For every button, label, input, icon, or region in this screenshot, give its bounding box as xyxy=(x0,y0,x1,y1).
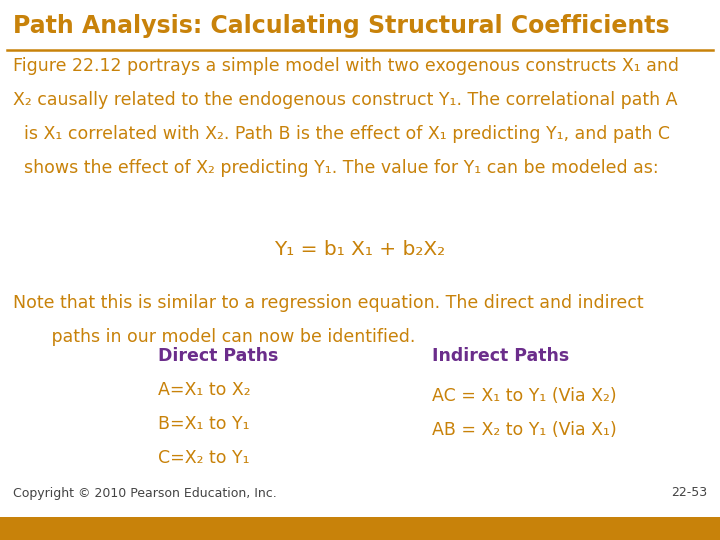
Text: Indirect Paths: Indirect Paths xyxy=(432,347,570,364)
Text: paths in our model can now be identified.: paths in our model can now be identified… xyxy=(13,328,415,346)
Text: Figure 22.12 portrays a simple model with two exogenous constructs X₁ and: Figure 22.12 portrays a simple model wit… xyxy=(13,57,679,75)
Text: 22-53: 22-53 xyxy=(671,487,707,500)
Text: AC = X₁ to Y₁ (Via X₂): AC = X₁ to Y₁ (Via X₂) xyxy=(432,387,616,405)
Text: AB = X₂ to Y₁ (Via X₁): AB = X₂ to Y₁ (Via X₁) xyxy=(432,421,617,439)
Text: Direct Paths: Direct Paths xyxy=(158,347,279,364)
Text: A=X₁ to X₂: A=X₁ to X₂ xyxy=(158,381,251,399)
Text: is X₁ correlated with X₂. Path B is the effect of X₁ predicting Y₁, and path C: is X₁ correlated with X₂. Path B is the … xyxy=(13,125,670,143)
Text: Note that this is similar to a regression equation. The direct and indirect: Note that this is similar to a regressio… xyxy=(13,294,644,312)
Text: Path Analysis: Calculating Structural Coefficients: Path Analysis: Calculating Structural Co… xyxy=(13,14,670,37)
Text: B=X₁ to Y₁: B=X₁ to Y₁ xyxy=(158,415,250,433)
Text: shows the effect of X₂ predicting Y₁. The value for Y₁ can be modeled as:: shows the effect of X₂ predicting Y₁. Th… xyxy=(13,159,659,177)
Text: Copyright © 2010 Pearson Education, Inc.: Copyright © 2010 Pearson Education, Inc. xyxy=(13,487,276,500)
Text: C=X₂ to Y₁: C=X₂ to Y₁ xyxy=(158,449,250,467)
Text: Y₁ = b₁ X₁ + b₂X₂: Y₁ = b₁ X₁ + b₂X₂ xyxy=(274,240,446,259)
Text: X₂ causally related to the endogenous construct Y₁. The correlational path A: X₂ causally related to the endogenous co… xyxy=(13,91,678,109)
